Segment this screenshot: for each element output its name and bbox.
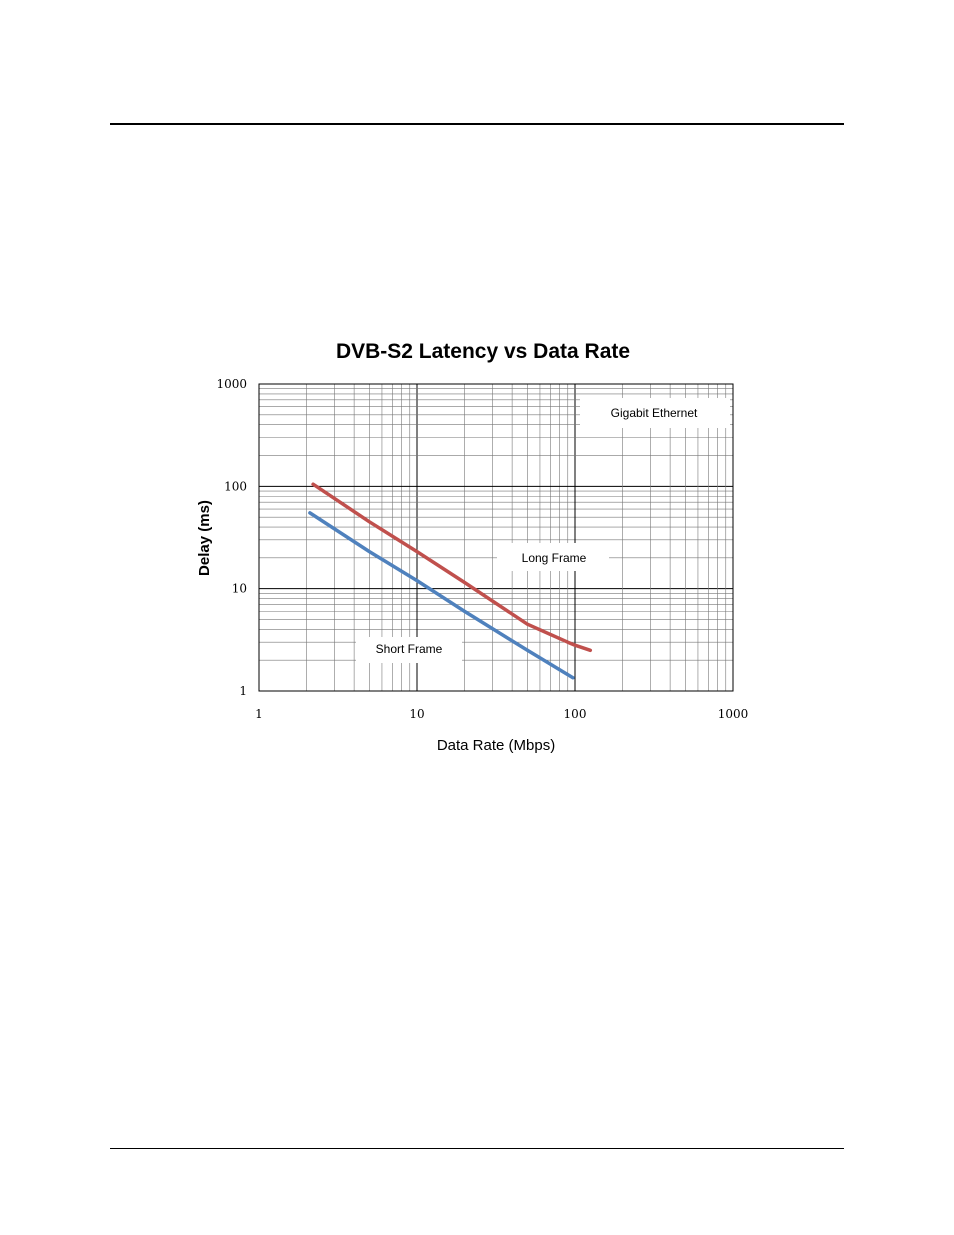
x-tick-label: 1 [255, 707, 263, 721]
plot-area [259, 384, 733, 691]
y-axis-label: Delay (ms) [196, 500, 213, 576]
y-tick-label: 1000 [216, 377, 247, 391]
y-tick-label: 100 [224, 479, 247, 493]
series-short-frame [308, 511, 575, 680]
y-tick-label: 1 [239, 684, 247, 698]
chart-series [308, 482, 593, 680]
footer-rule [110, 1148, 844, 1149]
x-axis-label: Data Rate (Mbps) [437, 737, 555, 754]
y-tick-label: 10 [232, 582, 247, 596]
x-tick-label: 10 [409, 707, 424, 721]
annotation-gigabit-ethernet: Gigabit Ethernet [611, 406, 698, 420]
chart-ticks: 1 10 100 1000 1000 100 10 1 [216, 377, 748, 721]
annotation-short-frame: Short Frame [376, 642, 443, 656]
annotation-long-frame-box [497, 543, 609, 571]
series-long-frame [311, 482, 593, 653]
header-rule [110, 123, 844, 125]
annotation-gigabit-ethernet-box [580, 398, 730, 428]
chart-annotations: Gigabit Ethernet Long Frame Short Frame [356, 398, 730, 663]
chart-title: DVB-S2 Latency vs Data Rate [336, 340, 630, 363]
annotation-short-frame-box [356, 637, 462, 663]
plot-border [258, 383, 734, 692]
x-tick-label: 100 [564, 707, 587, 721]
annotation-long-frame: Long Frame [522, 551, 587, 565]
x-tick-label: 1000 [718, 707, 749, 721]
chart-grid [258, 383, 734, 692]
